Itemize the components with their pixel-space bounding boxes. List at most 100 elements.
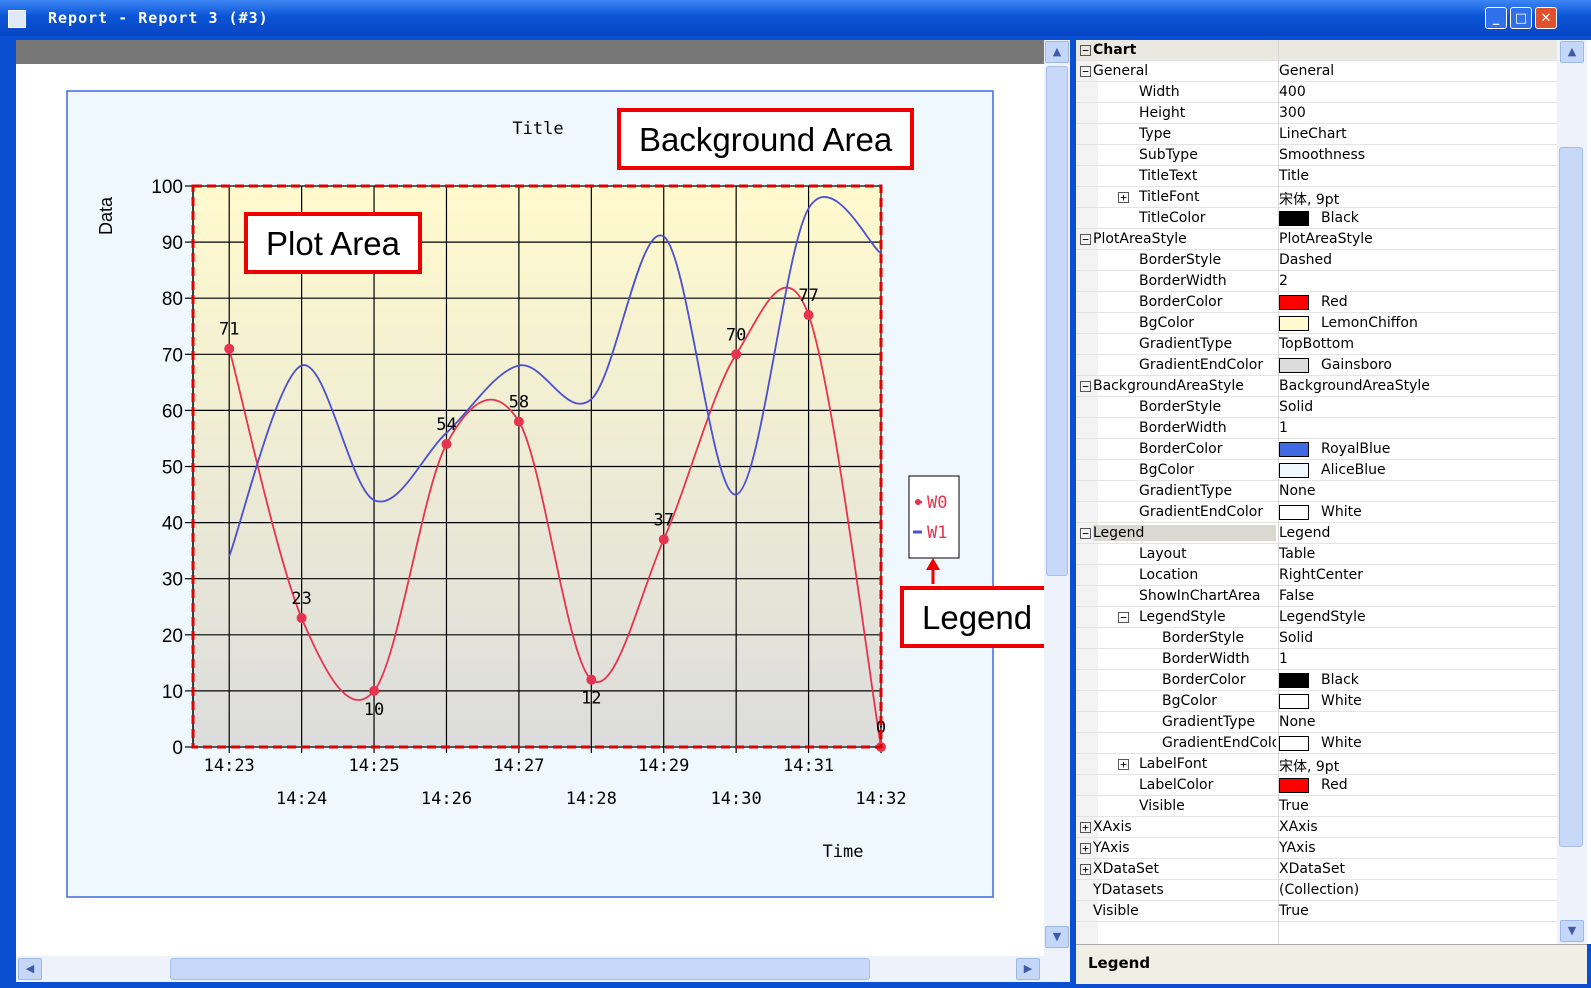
property-value[interactable]: YAxis <box>1279 840 1316 856</box>
property-value[interactable]: PlotAreaStyle <box>1279 231 1373 247</box>
property-value[interactable]: LineChart <box>1279 126 1347 142</box>
property-row[interactable]: Layout Table <box>1076 544 1557 565</box>
property-value[interactable]: None <box>1279 714 1316 730</box>
property-row[interactable]: − BackgroundAreaStyle BackgroundAreaStyle <box>1076 376 1557 397</box>
chart-svg[interactable]: 010203040506070809010014:2314:2414:2514:… <box>16 64 1044 956</box>
collapse-icon[interactable]: − <box>1080 45 1091 56</box>
property-value[interactable]: False <box>1279 588 1314 604</box>
property-value[interactable]: True <box>1279 798 1309 814</box>
canvas-horizontal-thumb[interactable] <box>170 958 870 980</box>
collapse-icon[interactable]: − <box>1080 381 1091 392</box>
property-value[interactable]: LegendStyle <box>1279 609 1366 625</box>
property-row[interactable]: BorderWidth 1 <box>1076 418 1557 439</box>
property-value[interactable]: Smoothness <box>1279 147 1365 163</box>
expand-icon[interactable]: + <box>1118 759 1129 770</box>
expand-icon[interactable]: + <box>1118 192 1129 203</box>
property-value[interactable]: Black <box>1321 210 1359 226</box>
property-value[interactable]: TopBottom <box>1279 336 1354 352</box>
property-value[interactable]: None <box>1279 483 1316 499</box>
property-row[interactable]: BorderColor Black <box>1076 670 1557 691</box>
property-row[interactable]: BorderWidth 2 <box>1076 271 1557 292</box>
property-value[interactable]: 1 <box>1279 420 1288 436</box>
property-row[interactable]: BgColor LemonChiffon <box>1076 313 1557 334</box>
property-value[interactable]: True <box>1279 903 1309 919</box>
property-value[interactable]: XAxis <box>1279 819 1318 835</box>
property-row[interactable]: BorderColor RoyalBlue <box>1076 439 1557 460</box>
property-row[interactable]: LabelColor Red <box>1076 775 1557 796</box>
property-value[interactable]: Red <box>1321 777 1348 793</box>
minimize-button[interactable]: _ <box>1485 7 1507 29</box>
property-row[interactable]: BgColor AliceBlue <box>1076 460 1557 481</box>
scroll-right-icon[interactable]: ▶ <box>1016 958 1040 980</box>
property-value[interactable]: Title <box>1279 168 1309 184</box>
maximize-button[interactable]: □ <box>1510 7 1532 29</box>
property-row[interactable]: SubType Smoothness <box>1076 145 1557 166</box>
property-row[interactable]: YDatasets (Collection) <box>1076 880 1557 901</box>
property-row[interactable]: BorderColor Red <box>1076 292 1557 313</box>
property-row[interactable]: BorderStyle Solid <box>1076 397 1557 418</box>
property-row[interactable]: Width 400 <box>1076 82 1557 103</box>
property-row[interactable]: GradientEndColor Gainsboro <box>1076 355 1557 376</box>
window-titlebar[interactable]: Report - Report 3 (#3) _ □ ✕ <box>0 0 1591 36</box>
property-value[interactable]: Solid <box>1279 630 1313 646</box>
property-value[interactable]: LemonChiffon <box>1321 315 1418 331</box>
property-row[interactable]: GradientType None <box>1076 712 1557 733</box>
property-row[interactable]: ShowInChartArea False <box>1076 586 1557 607</box>
property-value[interactable]: Legend <box>1279 525 1330 541</box>
property-row[interactable]: BorderWidth 1 <box>1076 649 1557 670</box>
property-value[interactable]: RightCenter <box>1279 567 1363 583</box>
property-value[interactable]: XDataSet <box>1279 861 1345 877</box>
property-row[interactable]: Visible True <box>1076 901 1557 922</box>
close-button[interactable]: ✕ <box>1535 7 1557 29</box>
property-value[interactable]: (Collection) <box>1279 882 1359 898</box>
property-value[interactable]: 宋体, 9pt <box>1279 756 1339 776</box>
scroll-left-icon[interactable]: ◀ <box>18 958 42 980</box>
property-column-divider[interactable] <box>1278 40 1279 944</box>
property-row[interactable]: Visible True <box>1076 796 1557 817</box>
property-row[interactable]: GradientType TopBottom <box>1076 334 1557 355</box>
property-row[interactable]: GradientEndColor White <box>1076 733 1557 754</box>
property-row[interactable]: − General General <box>1076 61 1557 82</box>
property-row[interactable]: GradientEndColor White <box>1076 502 1557 523</box>
property-row[interactable]: − PlotAreaStyle PlotAreaStyle <box>1076 229 1557 250</box>
property-value[interactable]: Dashed <box>1279 252 1332 268</box>
scroll-down-icon[interactable]: ▼ <box>1045 926 1069 948</box>
property-value[interactable]: Black <box>1321 672 1359 688</box>
property-row[interactable]: Location RightCenter <box>1076 565 1557 586</box>
property-value[interactable]: 400 <box>1279 84 1306 100</box>
expand-icon[interactable]: + <box>1080 843 1091 854</box>
canvas-vertical-thumb[interactable] <box>1046 66 1068 576</box>
property-row[interactable]: TitleText Title <box>1076 166 1557 187</box>
expand-icon[interactable]: + <box>1080 822 1091 833</box>
property-row[interactable]: BorderStyle Solid <box>1076 628 1557 649</box>
property-row[interactable]: BgColor White <box>1076 691 1557 712</box>
property-row[interactable]: Type LineChart <box>1076 124 1557 145</box>
property-value[interactable]: General <box>1279 63 1334 79</box>
property-row[interactable]: + YAxis YAxis <box>1076 838 1557 859</box>
property-value[interactable]: Red <box>1321 294 1348 310</box>
property-row[interactable]: + XDataSet XDataSet <box>1076 859 1557 880</box>
property-value[interactable]: 300 <box>1279 105 1306 121</box>
property-value[interactable]: White <box>1321 735 1362 751</box>
property-row[interactable]: − Legend Legend <box>1076 523 1557 544</box>
property-scroll-down-icon[interactable]: ▼ <box>1560 920 1584 942</box>
collapse-icon[interactable]: − <box>1080 528 1091 539</box>
property-value[interactable]: White <box>1321 504 1362 520</box>
property-value[interactable]: White <box>1321 693 1362 709</box>
property-row[interactable]: Height 300 <box>1076 103 1557 124</box>
collapse-icon[interactable]: − <box>1118 612 1129 623</box>
property-row[interactable]: BorderStyle Dashed <box>1076 250 1557 271</box>
property-row[interactable]: + XAxis XAxis <box>1076 817 1557 838</box>
property-value[interactable]: BackgroundAreaStyle <box>1279 378 1430 394</box>
property-scroll-up-icon[interactable]: ▲ <box>1560 41 1584 63</box>
property-row[interactable]: GradientType None <box>1076 481 1557 502</box>
scroll-up-icon[interactable]: ▲ <box>1045 41 1069 63</box>
property-row[interactable]: + LabelFont 宋体, 9pt <box>1076 754 1557 775</box>
property-value[interactable]: 2 <box>1279 273 1288 289</box>
property-value[interactable]: Solid <box>1279 399 1313 415</box>
property-value[interactable]: Table <box>1279 546 1315 562</box>
collapse-icon[interactable]: − <box>1080 66 1091 77</box>
legend-box[interactable]: W0 W1 <box>909 476 959 558</box>
property-row[interactable]: TitleColor Black <box>1076 208 1557 229</box>
property-grid-thumb[interactable] <box>1559 147 1583 847</box>
